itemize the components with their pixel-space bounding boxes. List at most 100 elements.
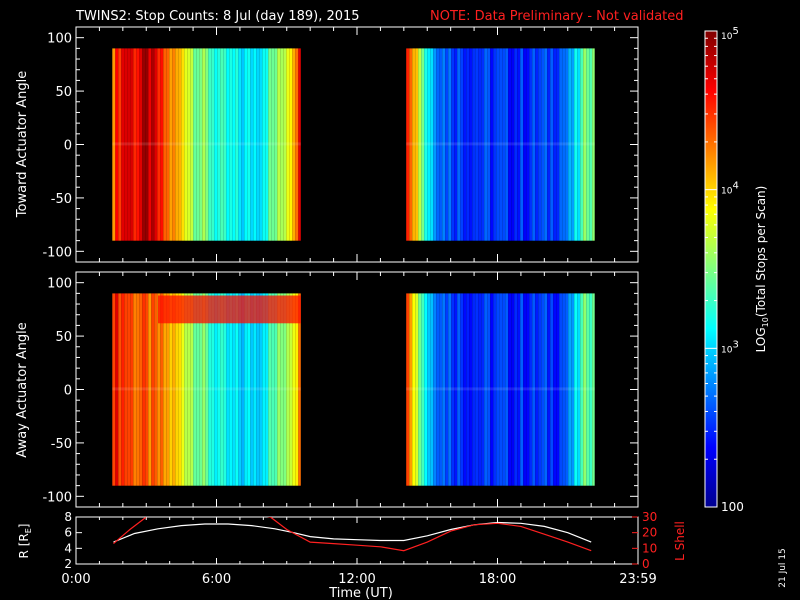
heatmap-column — [451, 293, 455, 486]
heatmap-column — [283, 48, 287, 241]
heatmap-column — [145, 48, 149, 241]
colorbar-tick-label: 103 — [721, 339, 739, 355]
heatmap-column — [226, 293, 230, 486]
heatmap-column — [220, 48, 224, 241]
heatmap-column — [154, 293, 158, 486]
heatmap-column — [169, 48, 173, 241]
heatmap-column — [559, 293, 563, 486]
r-tick-label: 2 — [64, 557, 72, 571]
heatmap-column — [184, 48, 188, 241]
heatmap-column — [427, 48, 431, 241]
heatmap-column — [181, 293, 185, 486]
heatmap-column — [283, 293, 287, 486]
heatmap-column — [163, 48, 167, 241]
colorbar-tick-label: 104 — [721, 181, 739, 197]
heatmap-column — [409, 293, 413, 486]
heatmap-column — [127, 293, 131, 486]
heatmap-column — [496, 293, 500, 486]
heatmap-column — [127, 48, 131, 241]
heatmap-column — [166, 48, 170, 241]
heatmap-column — [565, 48, 569, 241]
heatmap-column — [145, 293, 149, 486]
heatmap-column — [211, 293, 215, 486]
heatmap-column — [463, 293, 467, 486]
heatmap-column — [427, 293, 431, 486]
heatmap-column — [556, 293, 560, 486]
heatmap-column — [253, 48, 257, 241]
y-tick-label: -100 — [42, 245, 72, 260]
heatmap-column — [523, 293, 527, 486]
heatmap-column — [244, 293, 248, 486]
heatmap-column — [535, 48, 539, 241]
heatmap-column — [517, 48, 521, 241]
heatmap-column — [121, 293, 125, 486]
heatmap-column — [526, 293, 530, 486]
heatmap-column — [235, 48, 239, 241]
heatmap-column — [496, 48, 500, 241]
heatmap-column — [586, 48, 590, 241]
heatmap-column — [124, 48, 128, 241]
y-tick-label: 50 — [55, 330, 72, 345]
colorbar-label-prefix: LOG — [754, 327, 768, 352]
heatmap-column — [475, 293, 479, 486]
heatmap-column — [490, 48, 494, 241]
heatmap-column — [520, 48, 524, 241]
heatmap-column — [433, 48, 437, 241]
heatmap-column — [583, 293, 587, 486]
heatmap-column — [574, 48, 578, 241]
heatmap-column — [247, 48, 251, 241]
y-tick-label: 0 — [64, 384, 72, 399]
heatmap-column — [223, 48, 227, 241]
time-tick-label: 6:00 — [202, 572, 231, 587]
heatmap-column — [466, 48, 470, 241]
heatmap-column — [130, 48, 134, 241]
toward-angle-spectrogram: 100 50 0 -50 -100 — [42, 26, 639, 263]
heatmap-column — [478, 48, 482, 241]
heatmap-column — [592, 293, 595, 486]
heatmap-column — [421, 48, 425, 241]
y-tick-label: 100 — [47, 277, 72, 292]
heatmap-column — [547, 293, 551, 486]
heatmap-column — [139, 293, 143, 486]
heatmap-column — [250, 48, 254, 241]
heatmap-column — [298, 48, 301, 241]
heatmap-column — [214, 293, 218, 486]
heatmap-column — [562, 293, 566, 486]
heatmap-column — [139, 48, 143, 241]
heatmap-column — [154, 48, 158, 241]
lshell-tick-label: 30 — [642, 510, 657, 524]
heatmap-column — [442, 293, 446, 486]
heatmap-column — [412, 293, 416, 486]
heatmap-column — [439, 48, 443, 241]
colorbar-tick-exp: 4 — [732, 181, 738, 192]
heatmap-column — [538, 48, 542, 241]
heatmap-column — [136, 293, 140, 486]
heatmap-column — [571, 48, 575, 241]
heatmap-column — [256, 293, 260, 486]
away-angle-ylabel: Away Actuator Angle — [15, 322, 30, 457]
heatmap-column — [424, 48, 428, 241]
heatmap-column — [232, 293, 236, 486]
heatmap-column — [199, 293, 203, 486]
heatmap-column — [172, 48, 176, 241]
heatmap-column — [532, 48, 536, 241]
heatmap-column — [226, 48, 230, 241]
heatmap-column — [493, 48, 497, 241]
heatmap-column — [442, 48, 446, 241]
heatmap-column — [175, 48, 179, 241]
heatmap-column — [148, 293, 152, 486]
heatmap-column — [112, 48, 116, 241]
heatmap-column — [541, 293, 545, 486]
heatmap-column — [448, 48, 452, 241]
heatmap-column — [241, 48, 245, 241]
time-tick-label: 0:00 — [61, 572, 90, 587]
heatmap-column — [406, 293, 410, 486]
heatmap-column — [190, 48, 194, 241]
heatmap-column — [256, 48, 260, 241]
y-tick-label: 50 — [55, 85, 72, 100]
heatmap-column — [259, 293, 263, 486]
heatmap-column — [190, 293, 194, 486]
heatmap-column — [493, 293, 497, 486]
heatmap-column — [178, 293, 182, 486]
heatmap-column — [169, 293, 173, 486]
